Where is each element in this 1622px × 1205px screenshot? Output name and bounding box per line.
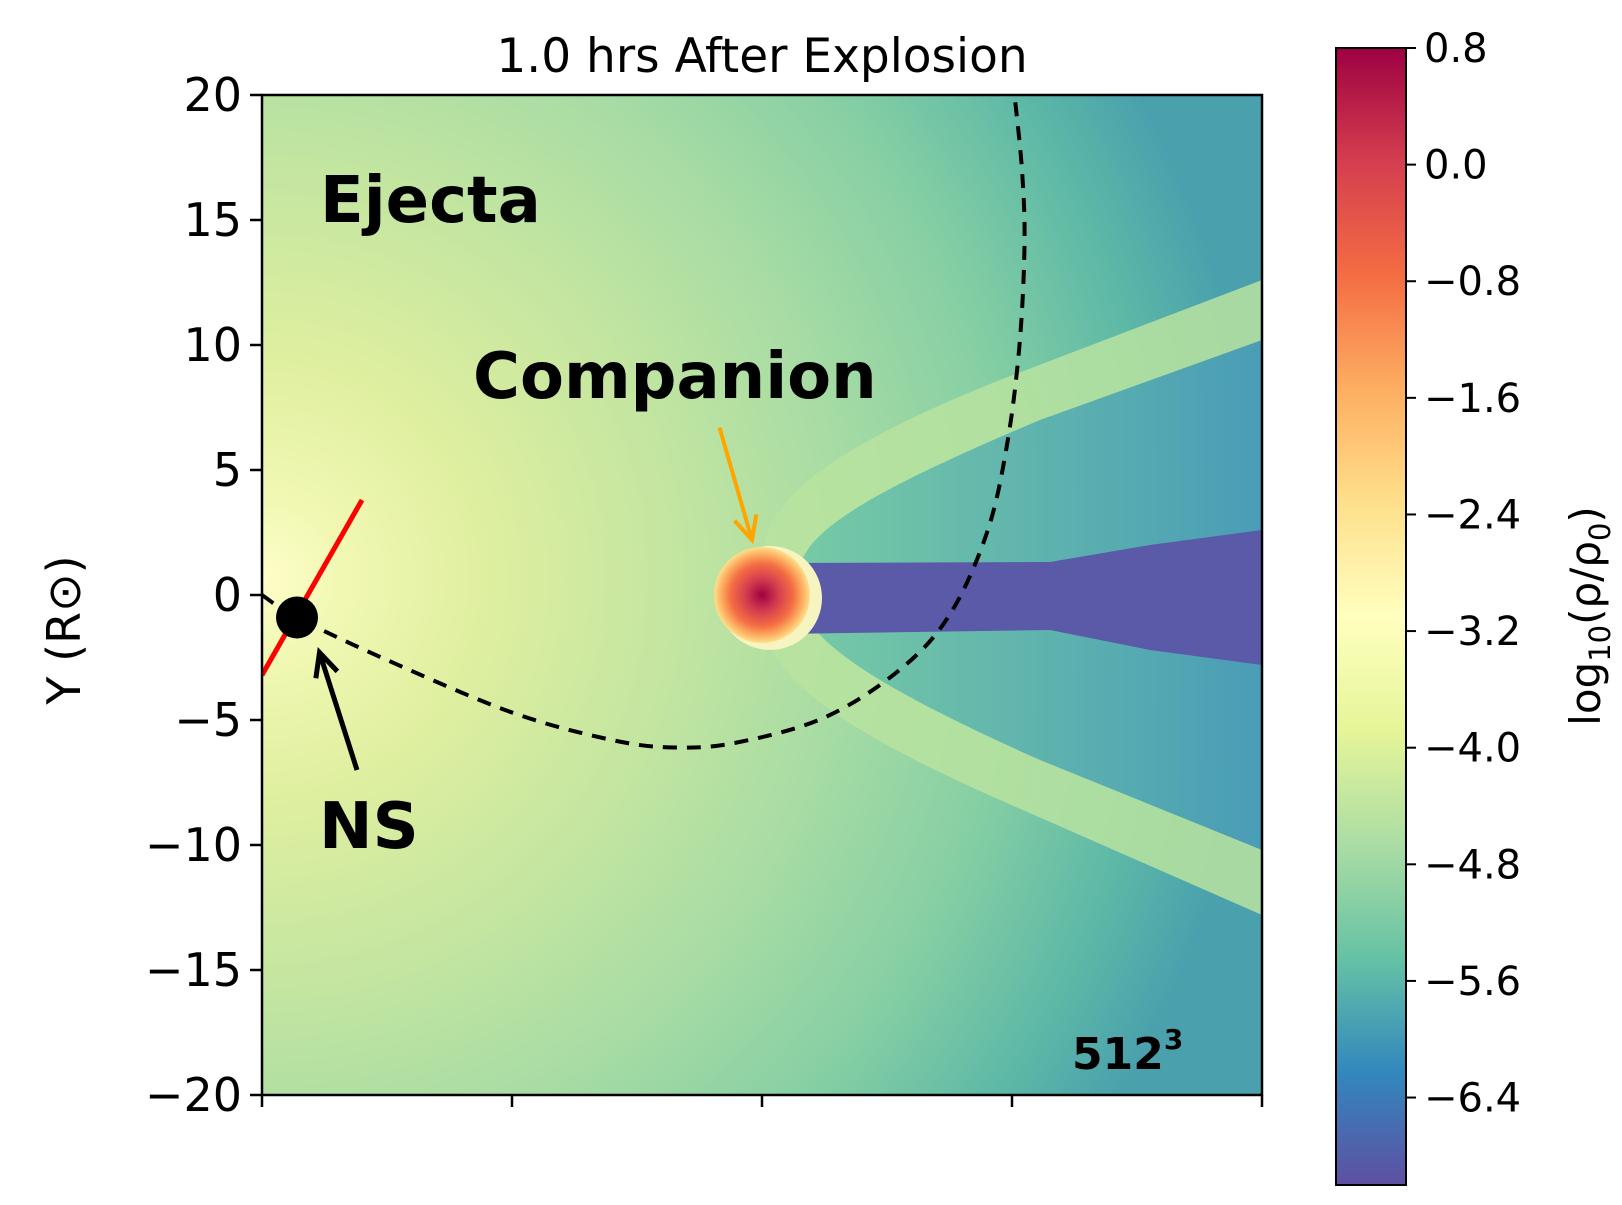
y-tick-label: −15	[145, 943, 242, 997]
companion-arrow	[717, 426, 759, 545]
colorbar-tick-label: −4.0	[1424, 726, 1521, 772]
companion-wake	[780, 530, 1262, 665]
colorbar-label: log10(ρ/ρ0)	[1561, 506, 1617, 726]
colorbar-tick-label: −6.4	[1424, 1076, 1521, 1122]
colorbar-tick-label: −0.8	[1424, 259, 1521, 305]
colorbar-ticks: 0.8 0.0 −0.8 −1.6 −2.4 −3.2 −4.0 −4.8 −5.6 −6.4	[1406, 26, 1521, 1122]
colorbar-tick-label: −1.6	[1424, 376, 1521, 422]
y-tick-label: 5	[213, 443, 242, 497]
kick-direction-line	[262, 498, 365, 677]
y-tick-label: 0	[213, 568, 242, 622]
colorbar-tick-label: −2.4	[1424, 492, 1521, 538]
y-axis: 20 15 10 5 0 −5 −10 −15 −20	[145, 68, 262, 1122]
colorbar-tick-label: −4.8	[1424, 842, 1521, 888]
y-tick-label: −10	[145, 818, 242, 872]
resolution-base: 512	[1072, 1029, 1164, 1080]
y-tick-label: −5	[174, 693, 242, 747]
y-axis-label: Y (R⊙)	[37, 555, 91, 705]
y-tick-label: −20	[145, 1068, 242, 1122]
y-tick-label: 20	[183, 68, 242, 122]
resolution-label: 5123	[1072, 1023, 1183, 1080]
ns-arrow	[313, 647, 360, 771]
density-heatmap	[262, 95, 1262, 1095]
colorbar-frame	[1335, 47, 1407, 1186]
y-tick-label: 15	[183, 193, 242, 247]
colorbar-tick-label: 0.0	[1424, 143, 1488, 189]
neutron-star-marker	[276, 596, 318, 639]
ns-label: NS	[319, 790, 419, 864]
companion-label: Companion	[473, 340, 877, 414]
resolution-exponent: 3	[1164, 1023, 1183, 1056]
y-tick-label: 10	[183, 318, 242, 372]
x-axis	[260, 1095, 1264, 1107]
colorbar-tick-label: −5.6	[1424, 959, 1521, 1005]
colorbar-tick-label: −3.2	[1424, 609, 1521, 655]
colorbar-tick-label: 0.8	[1424, 26, 1488, 72]
companion-star	[714, 547, 810, 643]
chart-title: 1.0 hrs After Explosion	[496, 29, 1027, 84]
colorbar	[1336, 48, 1406, 1185]
ejecta-label: Ejecta	[320, 164, 541, 238]
ns-orbit-path	[262, 95, 1027, 750]
